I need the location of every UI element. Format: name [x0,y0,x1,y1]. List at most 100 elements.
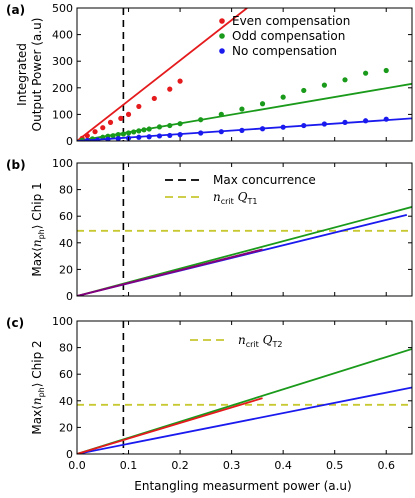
y-tick-label: 100 [52,108,73,121]
data-point [125,111,132,117]
data-point [177,121,183,127]
y-tick-label: 80 [59,342,73,355]
x-tick-label: 0.6 [377,459,395,472]
data-point [198,117,204,123]
data-point [151,95,157,102]
data-point [280,94,286,100]
data-point [198,130,204,136]
plot-area-3 [77,321,412,454]
data-point [239,106,245,112]
y-tick-label: 200 [52,82,73,95]
legend-marker [219,18,225,24]
data-point [107,119,114,125]
series-line-1 [77,8,248,141]
series-line-3 [77,117,412,141]
data-point [146,126,152,132]
data-point [92,129,98,135]
data-point [115,136,121,141]
y-tick-label: 40 [59,395,73,408]
legend-marker [219,48,225,54]
data-point [218,129,224,135]
data-point [259,101,266,107]
data-point [259,126,266,132]
y-tick-label: 100 [52,315,73,328]
legend-label: ncrit QT1 [213,190,257,206]
y-axis-label: Max⟨nph⟩ Chip 1 [30,182,46,276]
data-point [95,137,101,141]
data-point [84,137,90,141]
data-point [131,129,137,135]
data-point [125,130,132,136]
data-point [167,122,173,129]
data-point [177,132,183,138]
y-tick-label: 0 [66,135,73,148]
y-tick-label: 400 [52,29,73,42]
legend-label: Odd compensation [232,29,345,43]
series-line-4 [77,248,263,296]
data-point [363,70,369,76]
y-tick-label: 500 [52,2,73,15]
x-tick-label: 0.5 [326,459,344,472]
legend-label: ncrit QT2 [238,333,282,349]
data-point [136,103,142,110]
legend-marker [219,33,225,39]
data-point [136,128,142,134]
x-tick-label: 0.0 [68,459,86,472]
data-point [141,127,147,133]
data-point [342,119,348,125]
data-point [120,131,126,137]
data-point [100,125,106,131]
data-point [156,133,163,139]
data-point [156,124,163,130]
axes-frame-3 [76,320,413,455]
y-tick-label: 60 [59,368,73,381]
x-axis-label: Entangling measurment power (a.u) [134,479,351,493]
data-point [301,87,307,94]
data-point [239,127,245,133]
plot-area-1 [77,8,412,141]
data-point [167,86,173,92]
data-point [363,118,369,124]
panel-label: (a) [6,3,25,17]
series-line-2 [77,386,412,454]
y-tick-label: 20 [59,263,73,276]
y-tick-label: 20 [59,421,73,434]
y-tick-label: 100 [52,157,73,170]
y-tick-label: 60 [59,210,73,223]
axes-frame-1 [76,7,413,142]
data-point [321,121,327,127]
data-point [105,136,111,141]
data-point [84,133,90,139]
data-point [118,115,124,121]
y-tick-label: 300 [52,55,73,68]
y-axis-label: Max⟨nph⟩ Chip 2 [30,340,46,434]
data-point [321,82,327,88]
data-point [280,124,286,130]
data-point [383,67,389,74]
legend-label: Max concurrence [213,173,316,187]
data-point [342,77,348,83]
x-tick-label: 0.3 [223,459,241,472]
x-tick-label: 0.1 [120,459,138,472]
x-tick-label: 0.4 [274,459,292,472]
data-point [218,111,224,117]
data-point [383,116,389,122]
y-axis-label-line1: Integrated [15,43,29,106]
x-tick-label: 0.2 [171,459,189,472]
y-tick-label: 40 [59,237,73,250]
y-tick-label: 0 [66,290,73,303]
data-point [136,134,142,140]
data-point [115,132,121,138]
plot-area-2 [77,163,412,296]
data-point [146,134,152,140]
data-point [177,78,183,84]
y-tick-label: 80 [59,184,73,197]
legend-label: No compensation [232,44,337,58]
y-tick-label: 0 [66,448,73,461]
y-axis-label-line2: Output Power (a.u) [30,18,44,132]
series-line-3 [77,397,263,454]
data-point [110,133,116,139]
panel-label: (c) [6,316,24,330]
